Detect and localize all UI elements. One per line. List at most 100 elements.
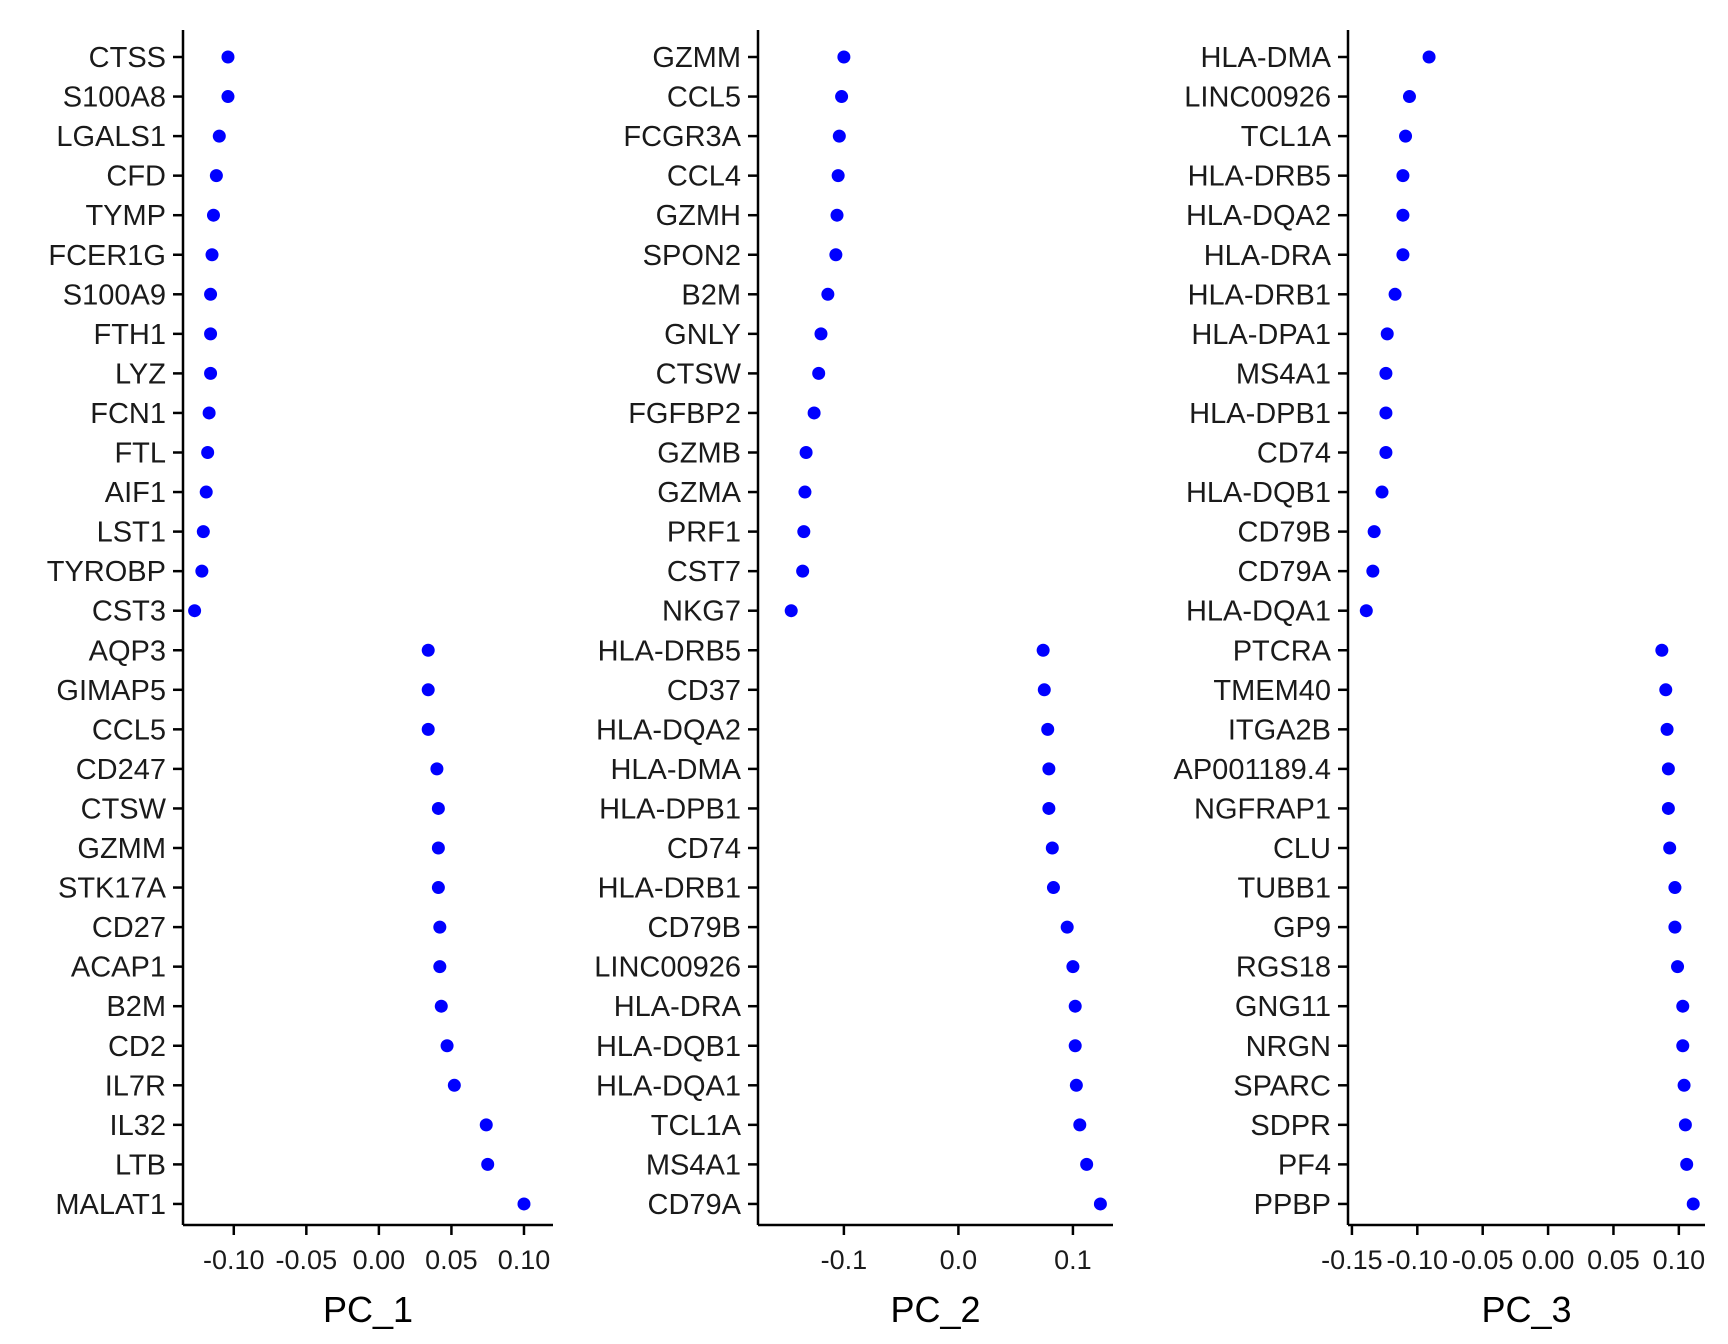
data-point [1042,762,1056,776]
gene-label: MALAT1 [55,1189,166,1221]
gene-label: HLA-DMA [610,754,741,786]
panel-pc-2: GZMM CCL5 FCGR3A CCL4 GZMH SPON2 B2M GNLY CTSW FG… [594,30,1113,1330]
gene-label: LST1 [97,517,166,549]
x-tick-label: 0.10 [498,1245,551,1275]
gene-label: CD79B [1238,517,1332,549]
gene-label: HLA-DQA1 [1186,596,1331,628]
data-point [796,564,810,578]
data-point [434,999,448,1013]
gene-label: PF4 [1278,1149,1331,1181]
gene-label: FGFBP2 [628,398,741,430]
data-point [204,327,218,341]
data-point [431,881,445,895]
data-point [807,406,821,420]
gene-label: B2M [681,279,741,311]
data-point [479,1118,493,1132]
data-point [431,801,445,815]
gene-label: CD2 [108,1031,166,1063]
gene-label: CCL5 [92,714,166,746]
data-point [1042,801,1056,815]
gene-label: GZMM [77,833,166,865]
data-point [1422,50,1436,64]
gene-label: HLA-DQA1 [596,1070,741,1102]
gene-label: CFD [106,161,166,193]
data-point [1379,406,1393,420]
gene-label: FCGR3A [623,121,741,153]
gene-label: CD74 [667,833,741,865]
gene-label: HLA-DPB1 [1189,398,1331,430]
gene-label: LINC00926 [1184,82,1331,114]
data-point [206,208,220,222]
data-point [1037,683,1051,697]
gene-label: IL7R [105,1070,166,1102]
gene-label: CTSS [89,42,166,74]
gene-label: SDPR [1250,1110,1331,1142]
gene-label: PTCRA [1233,635,1332,667]
x-tick-label: 0.05 [1587,1245,1640,1275]
data-point [784,604,798,618]
gene-label: HLA-DMA [1200,42,1331,74]
data-point [1686,1197,1700,1211]
gene-label: LINC00926 [594,952,741,984]
gene-label: CLU [1273,833,1331,865]
gene-label: HLA-DRB5 [1188,161,1331,193]
gene-label: NGFRAP1 [1194,793,1331,825]
gene-label: CST3 [92,596,166,628]
gene-label: CD79B [648,912,742,944]
data-point [1668,881,1682,895]
data-point [221,50,235,64]
x-tick-label: 0.00 [1522,1245,1575,1275]
gene-label: GZMA [657,477,741,509]
gene-label: GZMB [657,438,741,470]
data-point [1375,485,1389,499]
data-point [421,683,435,697]
data-point [1380,327,1394,341]
data-point [1396,169,1410,183]
gene-label: FCER1G [48,240,166,272]
data-point [221,90,235,104]
data-point [1046,881,1060,895]
gene-label: S100A9 [63,279,166,311]
data-point [1655,643,1669,657]
data-point [517,1197,531,1211]
data-point [1066,960,1080,974]
data-point [421,643,435,657]
x-axis-title: PC_1 [323,1289,413,1330]
data-point [831,169,845,183]
data-point [195,564,209,578]
gene-label: SPON2 [643,240,741,272]
gene-label: CD79A [648,1189,742,1221]
data-point [1663,841,1677,855]
gene-label: S100A8 [63,82,166,114]
data-point [204,366,218,380]
gene-label: LYZ [115,358,166,390]
gene-label: AP001189.4 [1174,754,1332,786]
x-tick-label: 0.10 [1653,1245,1706,1275]
data-point [798,485,812,499]
data-point [1093,1197,1107,1211]
data-point [1379,446,1393,459]
data-point [202,406,216,420]
gene-label: FCN1 [90,398,166,430]
gene-label: AQP3 [89,635,166,667]
data-point [1668,920,1682,934]
data-point [196,525,210,539]
data-point [1396,248,1410,262]
gene-label: HLA-DRB1 [1188,279,1331,311]
gene-label: RGS18 [1236,952,1331,984]
gene-label: TCL1A [1241,121,1332,153]
gene-label: MS4A1 [646,1149,741,1181]
gene-label: LTB [115,1149,166,1181]
gene-label: NRGN [1246,1031,1331,1063]
data-point [1069,1078,1083,1092]
x-tick-label: 0.1 [1054,1245,1092,1275]
data-point [1068,1039,1082,1053]
gene-label: HLA-DQB1 [1186,477,1331,509]
x-tick-label: -0.1 [821,1245,868,1275]
data-point [1379,366,1393,380]
data-point [1402,90,1416,104]
x-tick-label: -0.05 [1452,1245,1514,1275]
gene-label: HLA-DPB1 [599,793,741,825]
gene-label: GNG11 [1235,991,1331,1023]
